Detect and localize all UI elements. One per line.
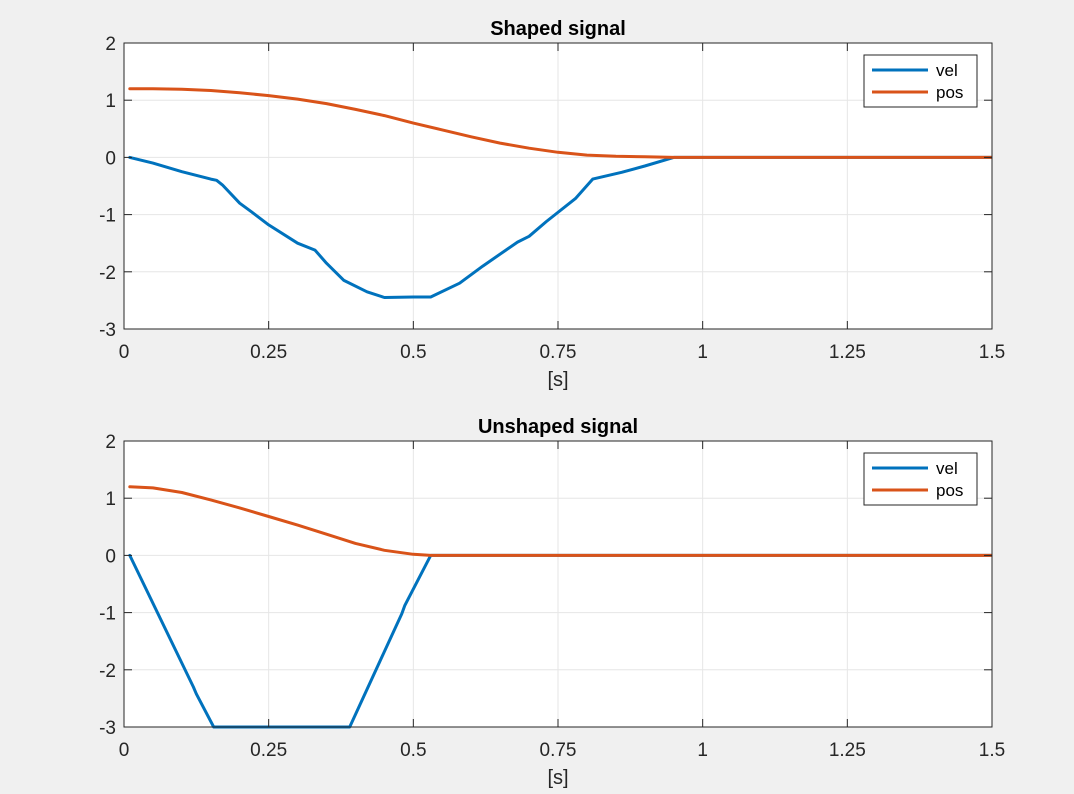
- series-line-pos: [128, 485, 992, 557]
- legend-label-pos: pos: [936, 83, 963, 102]
- y-tick-label: 1: [105, 489, 116, 510]
- y-tick-label: -1: [99, 206, 116, 227]
- y-tick-label: -1: [99, 604, 116, 625]
- series-line-pos: [128, 87, 992, 159]
- x-axis-label: [s]: [547, 767, 568, 789]
- chart-title: Shaped signal: [490, 18, 626, 40]
- x-tick-label: 1.25: [829, 740, 866, 761]
- y-tick-label: 1: [105, 91, 116, 112]
- x-tick-label: 1: [697, 740, 708, 761]
- x-tick-label: 0: [119, 342, 130, 363]
- x-tick-label: 0.25: [250, 740, 287, 761]
- x-tick-label: 0.25: [250, 342, 287, 363]
- legend-box: [863, 452, 978, 506]
- x-tick-label: 0.5: [400, 740, 426, 761]
- x-tick-label: 0: [119, 740, 130, 761]
- chart-title: Unshaped signal: [478, 416, 638, 438]
- legend-label-vel: vel: [936, 61, 958, 80]
- x-axis-label: [s]: [547, 369, 568, 391]
- y-tick-label: -2: [99, 263, 116, 284]
- series-line-vel: [128, 155, 992, 299]
- legend-label-pos: pos: [936, 481, 963, 500]
- x-tick-label: 0.75: [540, 342, 577, 363]
- subplot-2: 0 0.25 0.5 0.75 1 1.25 1.5 -3 -2 -1 0 1 2 Unshaped si…: [99, 416, 1005, 789]
- y-tick-label: 0: [105, 148, 116, 169]
- x-tick-label: 1.5: [979, 740, 1005, 761]
- x-tick-label: 0.5: [400, 342, 426, 363]
- y-tick-label: 2: [105, 34, 116, 55]
- x-tick-label: 0.75: [540, 740, 577, 761]
- legend-label-vel: vel: [936, 459, 958, 478]
- x-tick-label: 1: [697, 342, 708, 363]
- subplot-1: 0 0.25 0.5 0.75 1 1.25 1.5 -3 -2 -1 0 1 2 Shaped sign…: [99, 18, 1005, 391]
- y-tick-label: -3: [99, 718, 116, 739]
- y-tick-label: -2: [99, 661, 116, 682]
- x-tick-label: 1.25: [829, 342, 866, 363]
- y-tick-label: 0: [105, 546, 116, 567]
- legend: vel pos: [863, 54, 978, 108]
- legend-box: [863, 54, 978, 108]
- x-tick-label: 1.5: [979, 342, 1005, 363]
- y-tick-label: 2: [105, 432, 116, 453]
- y-tick-label: -3: [99, 320, 116, 341]
- legend: vel pos: [863, 452, 978, 506]
